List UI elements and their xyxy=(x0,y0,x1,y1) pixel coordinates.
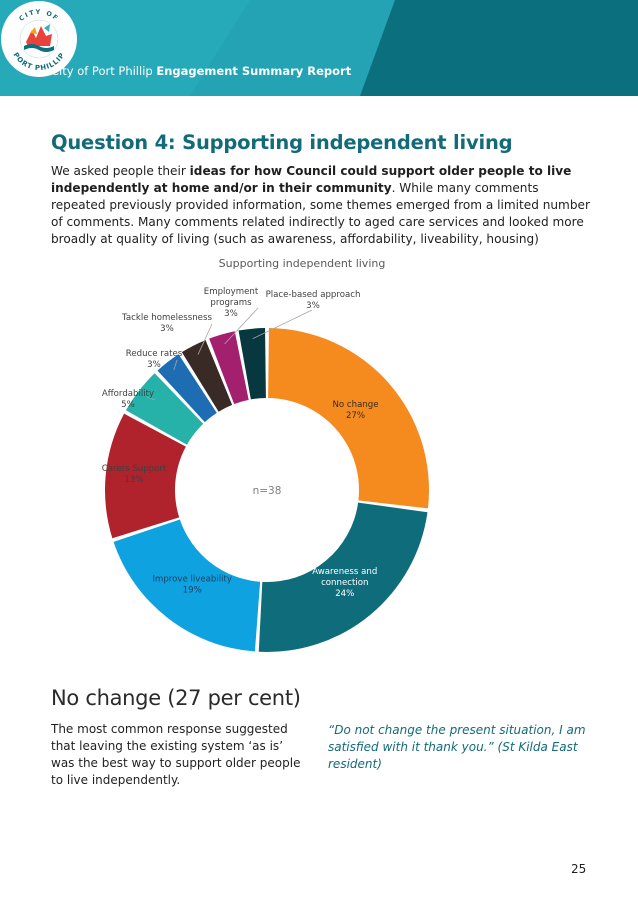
city-logo: CITY OF PORT PHILLIP xyxy=(1,1,77,77)
slice-reduce-rates xyxy=(157,354,217,423)
intro-paragraph: We asked people their ideas for how Coun… xyxy=(51,163,596,248)
slice-improve-liveability xyxy=(113,519,261,652)
data-label-improve-liveability: Improve liveability 19% xyxy=(152,574,232,595)
data-label-no-change: No change 27% xyxy=(332,400,378,421)
page-header: City of Port Phillip Engagement Summary … xyxy=(0,0,638,96)
intro-post: . While many comments repeated previousl… xyxy=(51,181,590,246)
leader-line-tackle-homelessness xyxy=(197,323,213,355)
slice-employment-programs xyxy=(209,331,249,405)
data-label-carers-support: Carers Support 13% xyxy=(102,464,167,485)
intro-pre: We asked people their xyxy=(51,164,190,178)
slice-affordability xyxy=(125,373,204,445)
header-org: City of Port Phillip xyxy=(51,64,153,78)
question-title: Question 4: Supporting independent livin… xyxy=(51,131,513,154)
chart-center-label: n=38 xyxy=(253,485,282,497)
leader-line-place-based-approach xyxy=(252,309,313,340)
slice-place-based-approach xyxy=(238,328,266,400)
resident-quote: “Do not change the present situation, I … xyxy=(328,723,586,771)
leader-line-affordability xyxy=(146,396,156,401)
data-label-employment-programs: Employment programs 3% xyxy=(204,287,259,319)
data-label-tackle-homelessness: Tackle homelessness 3% xyxy=(121,313,212,334)
header-banner xyxy=(0,0,638,96)
slice-tackle-homelessness xyxy=(181,340,233,412)
slice-carers-support xyxy=(105,413,186,539)
data-label-reduce-rates: Reduce rates 3% xyxy=(126,349,183,370)
data-label-affordability: Affordability 5% xyxy=(102,389,154,410)
intro-bold: ideas for how Council could support olde… xyxy=(51,164,572,195)
chart-title: Supporting independent living xyxy=(219,257,386,270)
header-title: City of Port Phillip Engagement Summary … xyxy=(51,64,351,78)
slice-awareness-and-connection xyxy=(258,502,428,652)
leader-line-reduce-rates xyxy=(173,359,178,371)
subsection-title: No change (27 per cent) xyxy=(51,686,301,710)
subsection-body: The most common response suggested that … xyxy=(51,722,301,787)
page-number: 25 xyxy=(571,862,587,876)
slice-no-change xyxy=(268,328,429,509)
data-label-awareness-and-connection: Awareness and connection 24% xyxy=(312,567,377,599)
leader-line-employment-programs xyxy=(224,307,259,345)
donut-chart: Supporting independent living n=38 No chan… xyxy=(102,257,429,652)
data-label-place-based-approach: Place-based approach 3% xyxy=(266,290,361,311)
header-report: Engagement Summary Report xyxy=(156,64,352,78)
